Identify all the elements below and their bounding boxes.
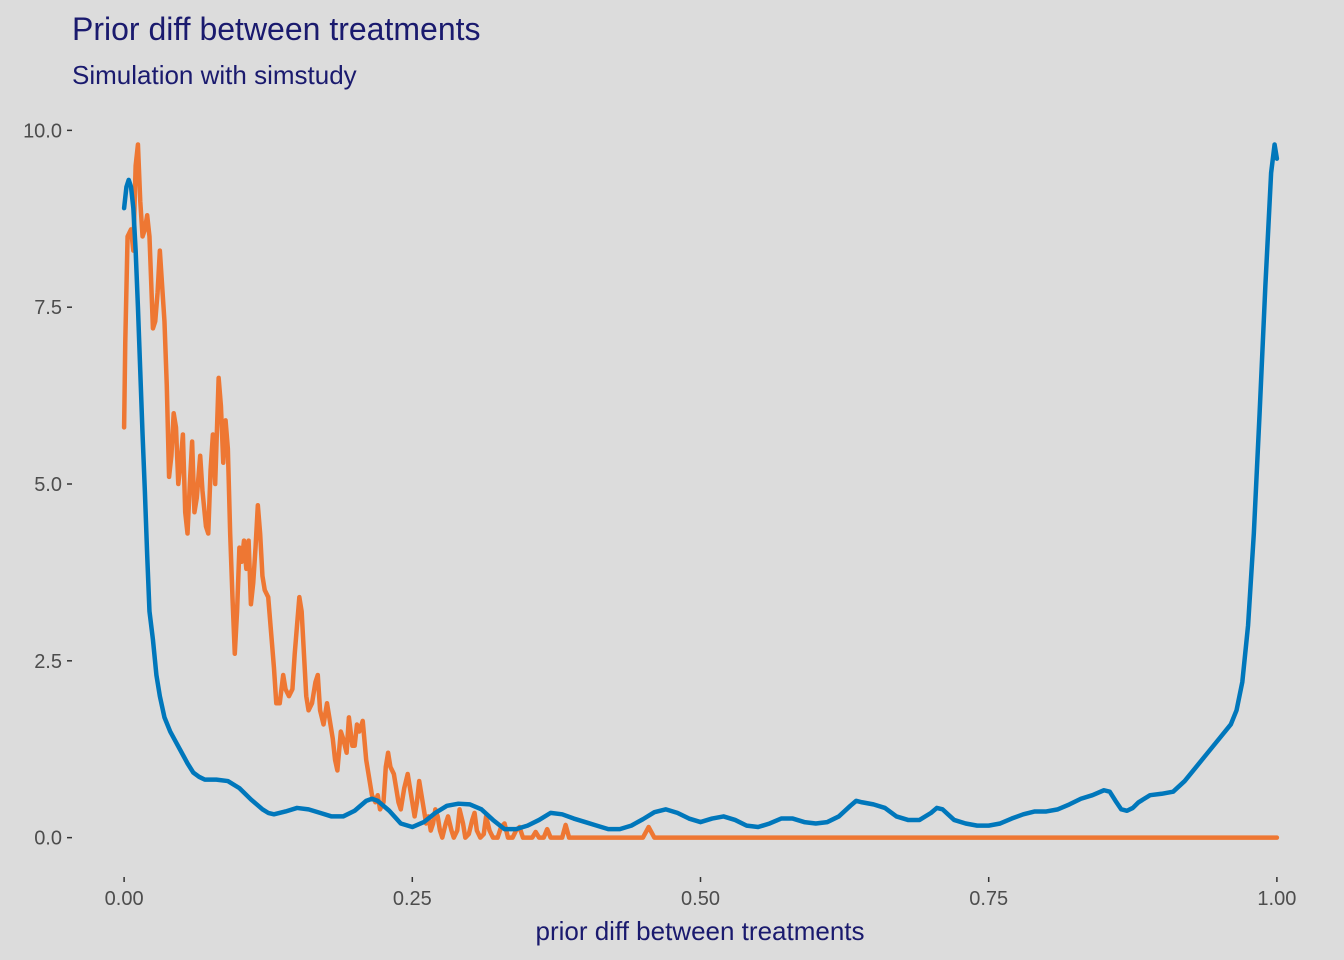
y-tick-label: 10.0	[23, 120, 62, 142]
chart-subtitle: Simulation with simstudy	[72, 60, 357, 90]
x-tick-label: 0.00	[105, 888, 144, 910]
series-layer	[121, 142, 1280, 840]
y-tick-label: 5.0	[34, 474, 62, 496]
y-axis: 0.0 2.5 5.0 7.5 10.0	[23, 120, 72, 850]
series-line-blue	[121, 142, 1280, 832]
x-axis-title: prior diff between treatments	[535, 916, 864, 946]
chart-title: Prior diff between treatments	[72, 11, 481, 47]
x-tick-label: 1.00	[1257, 888, 1296, 910]
y-tick-label: 7.5	[34, 297, 62, 319]
x-tick-label: 0.50	[681, 888, 720, 910]
x-axis: 0.00 0.25 0.50 0.75 1.00	[105, 877, 1296, 910]
x-tick-label: 0.75	[969, 888, 1008, 910]
y-tick-label: 0.0	[34, 828, 62, 850]
y-tick-label: 2.5	[34, 651, 62, 673]
x-tick-label: 0.25	[393, 888, 432, 910]
